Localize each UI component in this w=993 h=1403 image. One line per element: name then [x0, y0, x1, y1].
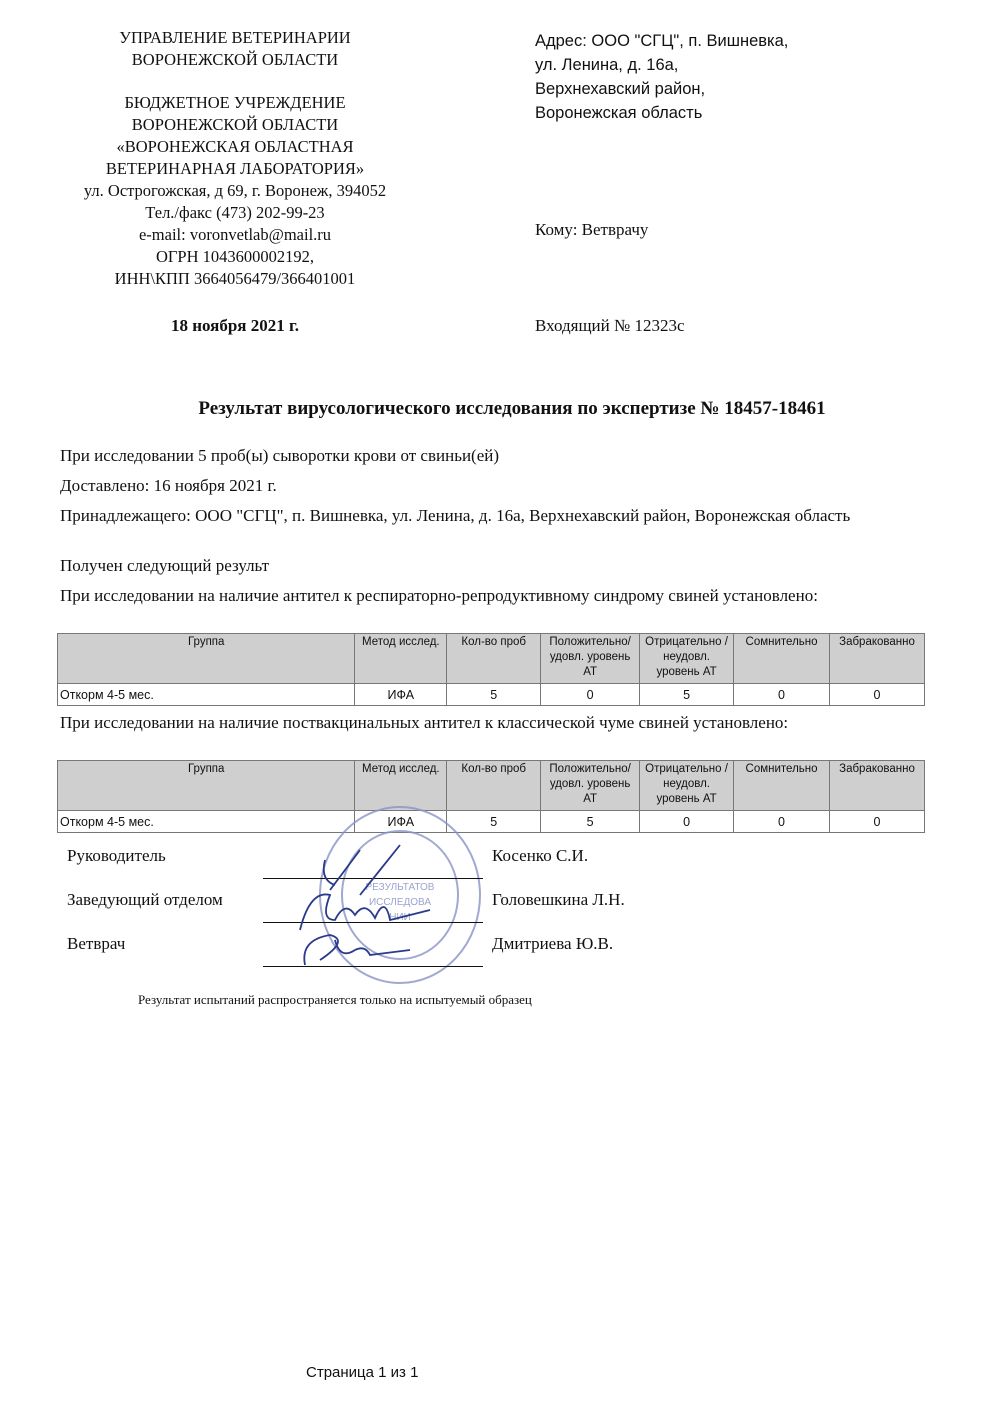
cell: 5	[540, 810, 641, 833]
column-header: Группа	[56, 760, 356, 811]
table-row: Откорм 4-5 мес. ИФА 5 0 5 0 0	[56, 683, 925, 706]
table2-caption: При исследовании на наличие поствакцинал…	[60, 713, 789, 732]
cell: 0	[733, 810, 830, 833]
cell: 0	[733, 683, 830, 706]
signature-name: Головешкина Л.Н.	[492, 890, 625, 909]
svg-text:РЕЗУЛЬТАТОВ: РЕЗУЛЬТАТОВ	[366, 882, 435, 893]
column-header: Метод исслед.	[354, 760, 448, 811]
signature-role: Ветврач	[67, 934, 126, 953]
inst-line: ИНН\КПП 3664056479/366401001	[114, 269, 356, 288]
column-header: Метод исслед.	[354, 633, 448, 684]
org-header: УПРАВЛЕНИЕ ВЕТЕРИНАРИИ ВОРОНЕЖСКОЙ ОБЛАС…	[60, 27, 410, 71]
address-line: Верхнехавский район,	[535, 80, 706, 98]
column-header: Забракованно	[829, 633, 925, 684]
table1-caption: При исследовании на наличие антител к ре…	[60, 586, 818, 605]
disclaimer: Результат испытаний распространяется тол…	[138, 992, 532, 1007]
inst-line: Тел./факс (473) 202-99-23	[145, 203, 325, 222]
signature-name: Косенко С.И.	[492, 846, 589, 865]
cell: 0	[829, 810, 925, 833]
cell: 5	[446, 810, 542, 833]
org-line: ВОРОНЕЖСКОЙ ОБЛАСТИ	[131, 50, 339, 69]
cell: Откорм 4-5 мес.	[56, 810, 356, 833]
column-header: Кол-во проб	[446, 633, 542, 684]
table-row: Откорм 4-5 мес. ИФА 5 5 0 0 0	[56, 810, 925, 833]
cell: ИФА	[354, 683, 448, 706]
address-line: Воронежская область	[535, 104, 703, 122]
column-header: Отрицательно / неудовл. уровень АТ	[639, 633, 735, 684]
signature-line	[263, 966, 483, 967]
document-title: Результат вирусологического исследования…	[198, 398, 826, 419]
inst-line: ул. Острогожская, д 69, г. Воронеж, 3940…	[83, 181, 387, 200]
signature-role: Заведующий отделом	[67, 890, 223, 909]
results-table-prrs: Группа Метод исслед. Кол-во проб Положит…	[56, 633, 925, 706]
cell: 5	[446, 683, 542, 706]
owner-text: Принадлежащего: ООО "СГЦ", п. Вишневка, …	[60, 506, 851, 525]
cell: 0	[639, 810, 735, 833]
recipient: Кому: Ветврачу	[535, 220, 649, 239]
signature-role: Руководитель	[67, 846, 166, 865]
handwritten-signatures	[299, 844, 431, 966]
column-header: Сомнительно	[733, 633, 830, 684]
inst-line: ОГРН 1043600002192,	[155, 247, 315, 266]
inst-line: e-mail: voronvetlab@mail.ru	[138, 225, 332, 244]
samples-text: При исследовании 5 проб(ы) сыворотки кро…	[60, 446, 500, 465]
document-date: 18 ноября 2021 г.	[170, 316, 300, 335]
address-line: Адрес: ООО "СГЦ", п. Вишневка,	[535, 32, 789, 50]
cell: Откорм 4-5 мес.	[56, 683, 356, 706]
column-header: Забракованно	[829, 760, 925, 811]
results-table-csf: Группа Метод исслед. Кол-во проб Положит…	[56, 760, 925, 833]
column-header: Положительно/ удовл. уровень АТ	[540, 633, 641, 684]
table-header-row: Группа Метод исслед. Кол-во проб Положит…	[56, 633, 925, 684]
signature-name: Дмитриева Ю.В.	[492, 934, 614, 953]
result-text: Получен следующий результ	[60, 556, 270, 575]
recipient-address: Адрес: ООО "СГЦ", п. Вишневка, ул. Ленин…	[535, 29, 788, 125]
inst-line: БЮДЖЕТНОЕ УЧРЕЖДЕНИЕ	[124, 93, 346, 112]
cell: 5	[639, 683, 735, 706]
address-line: ул. Ленина, д. 16а,	[535, 56, 679, 74]
column-header: Сомнительно	[733, 760, 830, 811]
signature-line	[263, 922, 483, 923]
inst-line: «ВОРОНЕЖСКАЯ ОБЛАСТНАЯ	[116, 137, 354, 156]
org-line: УПРАВЛЕНИЕ ВЕТЕРИНАРИИ	[119, 28, 351, 47]
svg-text:ИССЛЕДОВА: ИССЛЕДОВА	[369, 897, 431, 908]
incoming-number: Входящий № 12323с	[535, 316, 685, 335]
column-header: Положительно/ удовл. уровень АТ	[540, 760, 641, 811]
delivered-text: Доставлено: 16 ноября 2021 г.	[60, 476, 277, 495]
page-number: Страница 1 из 1	[306, 1364, 419, 1381]
institution-header: БЮДЖЕТНОЕ УЧРЕЖДЕНИЕ ВОРОНЕЖСКОЙ ОБЛАСТИ…	[60, 92, 410, 290]
column-header: Отрицательно / неудовл. уровень АТ	[639, 760, 735, 811]
inst-line: ВОРОНЕЖСКОЙ ОБЛАСТИ	[131, 115, 339, 134]
cell: 0	[829, 683, 925, 706]
column-header: Группа	[56, 633, 356, 684]
table-header-row: Группа Метод исслед. Кол-во проб Положит…	[56, 760, 925, 811]
cell: 0	[540, 683, 641, 706]
inst-line: ВЕТЕРИНАРНАЯ ЛАБОРАТОРИЯ»	[105, 159, 365, 178]
